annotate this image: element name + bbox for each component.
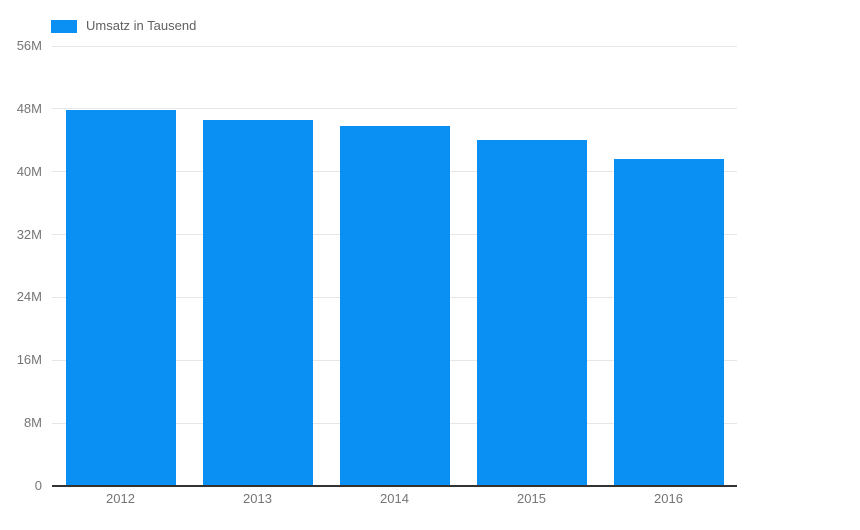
y-tick-label: 48M (16, 100, 42, 116)
y-tick-label: 8M (23, 415, 42, 431)
y-tick-label: 40M (16, 163, 42, 179)
gridline (52, 45, 737, 47)
legend-label: Umsatz in Tausend (86, 18, 197, 33)
x-axis-baseline (52, 485, 737, 487)
bar-2015[interactable] (476, 139, 587, 486)
y-tick-label: 32M (16, 226, 42, 242)
x-tick-label: 2012 (106, 491, 135, 506)
x-tick-label: 2015 (517, 491, 546, 506)
gridline (52, 108, 737, 110)
y-tick-label: 24M (16, 289, 42, 305)
bar-2013[interactable] (202, 119, 313, 486)
y-tick-label: 56M (16, 38, 42, 53)
bar-2016[interactable] (613, 159, 724, 486)
bar-2012[interactable] (65, 110, 176, 486)
x-tick-label: 2013 (243, 491, 272, 506)
x-tick-label: 2016 (654, 491, 683, 506)
bar-2014[interactable] (339, 126, 450, 486)
y-tick-label: 0 (34, 478, 42, 493)
legend-color-swatch (51, 19, 77, 33)
plot-area (52, 45, 737, 487)
chart-legend: Umsatz in Tausend (51, 19, 196, 33)
x-tick-label: 2014 (380, 491, 409, 506)
y-tick-label: 16M (16, 352, 42, 368)
